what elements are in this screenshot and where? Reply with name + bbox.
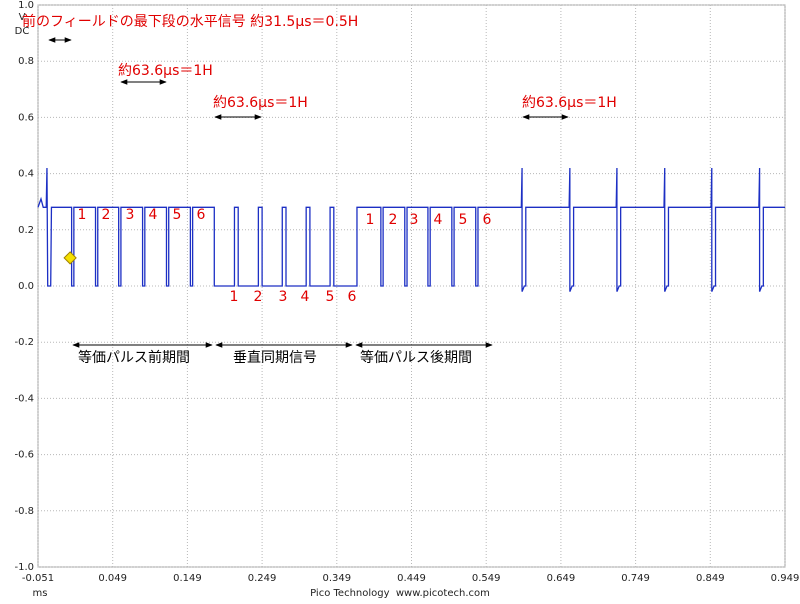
pulse-number: 5 (326, 289, 335, 305)
pulse-number: 5 (459, 212, 468, 228)
x-tick-label: 0.349 (322, 573, 351, 584)
y-tick-label: 0.2 (18, 225, 34, 236)
x-tick-label: 0.849 (696, 573, 725, 584)
pulse-number: 4 (301, 289, 310, 305)
x-tick-label: 0.949 (771, 573, 800, 584)
y-tick-label: 1.0 (18, 0, 34, 11)
y-tick-label: -0.2 (14, 337, 34, 348)
x-tick-label: 0.249 (248, 573, 277, 584)
signal-line (37, 167, 785, 292)
x-tick-label: 0.549 (472, 573, 501, 584)
footer: Pico Technology www.picotech.com (310, 588, 490, 599)
period-label: 垂直同期信号 (233, 349, 317, 366)
y-tick-label: -0.6 (14, 450, 34, 461)
period-label: 等価パルス後期間 (360, 349, 472, 366)
x-tick-label: 0.049 (98, 573, 127, 584)
pulse-number: 6 (483, 212, 492, 228)
x-tick-label: 0.449 (397, 573, 426, 584)
pulse-number: 4 (434, 212, 443, 228)
y-tick-label: 0.4 (18, 169, 34, 180)
y-coupling: DC (15, 26, 30, 37)
x-tick-label: 0.649 (547, 573, 576, 584)
annotation: 前のフィールドの最下段の水平信号 約31.5μs＝0.5H (22, 13, 358, 30)
x-tick-label: -0.051 (22, 573, 54, 584)
y-tick-label: 0.6 (18, 112, 34, 123)
pulse-number: 3 (126, 207, 135, 223)
x-tick-label: 0.749 (621, 573, 650, 584)
pulse-number: 3 (410, 212, 419, 228)
y-tick-label: 0.0 (18, 281, 34, 292)
pulse-number: 6 (197, 207, 206, 223)
y-unit: V (19, 12, 26, 23)
annotation: 約63.6μs＝1H (522, 95, 617, 111)
trigger-marker (63, 251, 77, 265)
x-tick-label: 0.149 (173, 573, 202, 584)
pulse-number: 1 (230, 289, 239, 305)
y-tick-label: -1.0 (14, 562, 34, 573)
pulse-number: 2 (389, 212, 398, 228)
pulse-number: 1 (366, 212, 375, 228)
y-tick-label: -0.4 (14, 393, 34, 404)
annotation: 約63.6μs＝1H (118, 63, 213, 79)
pulse-number: 1 (78, 207, 87, 223)
pulse-number: 3 (279, 289, 288, 305)
y-tick-label: -0.8 (14, 506, 34, 517)
pulse-number: 5 (173, 207, 182, 223)
pulse-number: 4 (149, 207, 158, 223)
y-tick-label: 0.8 (18, 56, 34, 67)
annotation: 約63.6μs＝1H (213, 95, 308, 111)
pulse-number: 2 (254, 289, 263, 305)
pulse-number: 2 (102, 207, 111, 223)
x-unit: ms (33, 588, 48, 599)
period-label: 等価パルス前期間 (78, 349, 190, 366)
pulse-number: 6 (348, 289, 357, 305)
